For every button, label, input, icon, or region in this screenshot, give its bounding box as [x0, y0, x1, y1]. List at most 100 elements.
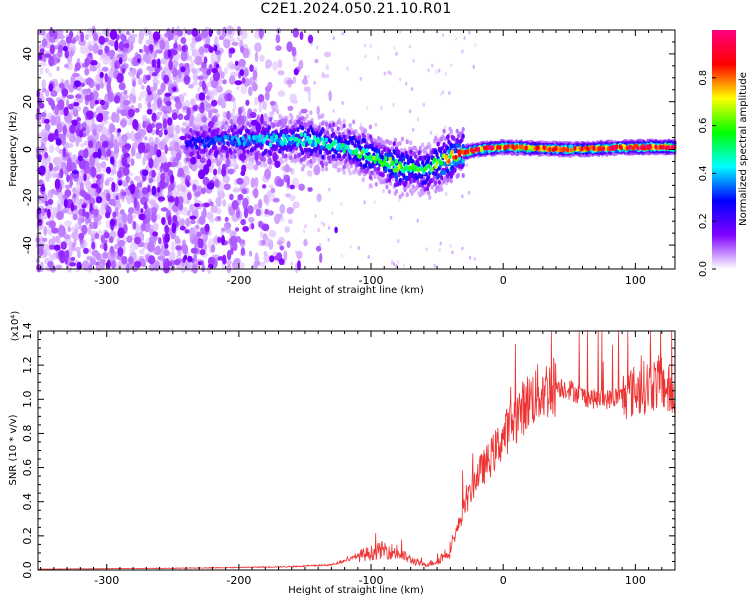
spectrogram-cell: [128, 256, 134, 264]
spectrogram-cell: [227, 29, 232, 35]
spectrogram-cell: [320, 114, 324, 119]
spectrogram-cell: [387, 177, 391, 183]
spectrogram-cell: [396, 153, 400, 159]
spectrogram-cell: [335, 145, 339, 151]
spectrogram-cell: [448, 91, 451, 95]
spectrogram-cell: [206, 69, 211, 76]
spectrogram-cell: [43, 225, 48, 236]
spectrogram-cell: [237, 194, 244, 201]
spectrogram-cell: [74, 62, 81, 71]
spectrogram-cell: [260, 113, 264, 125]
spectrogram-cell: [47, 261, 54, 268]
spectrogram-cell: [261, 223, 270, 232]
spectrogram-cell: [100, 161, 107, 169]
spectrogram-cell: [417, 172, 421, 178]
spectrogram-cell: [241, 77, 246, 84]
spectrogram-cell: [102, 251, 109, 259]
spectrogram-cell: [40, 142, 45, 153]
spectrogram-cell: [298, 183, 305, 191]
spectrogram-cell: [226, 249, 232, 261]
spectrogram-cell: [198, 261, 202, 266]
spectrogram-cell: [380, 150, 384, 155]
spectrogram-cell: [206, 182, 215, 190]
spectrogram-cell: [80, 82, 86, 88]
spectrogram-cell: [352, 169, 356, 175]
spectrogram-cell: [253, 203, 259, 211]
spectrogram-cell: [201, 29, 209, 39]
spectrogram-cell: [216, 160, 222, 167]
spectrogram-cell: [394, 189, 399, 194]
spectrogram-cell: [377, 148, 381, 154]
spectrogram-cell: [142, 169, 149, 176]
spectrogram-cell: [266, 190, 272, 198]
spectrogram-cell: [317, 228, 320, 232]
spectrogram-cell: [389, 153, 393, 159]
spectrogram-cell: [272, 152, 278, 162]
spectrogram-cell: [139, 48, 143, 53]
spectrogram-cell: [188, 84, 194, 89]
spectrogram-cell: [41, 207, 45, 217]
spectrogram-cell: [146, 124, 153, 134]
spectrogram-cell: [137, 58, 141, 63]
spectrogram-cell: [71, 170, 79, 175]
spectrogram-cell: [99, 81, 104, 89]
spectrogram-cell: [201, 132, 205, 138]
spectrogram-cell: [334, 122, 338, 128]
spectrogram-cell: [319, 252, 323, 264]
spectrogram-cell: [330, 127, 334, 133]
spectrogram-cell: [232, 141, 236, 147]
spectrogram-cell: [380, 106, 383, 111]
spectrogram-cell: [380, 172, 384, 178]
spectrogram-cell: [48, 162, 54, 172]
spectrogram-cell: [87, 52, 93, 58]
spectrogram-cell: [72, 72, 80, 78]
spectrogram-cell: [80, 143, 85, 148]
spectrogram-cell: [187, 255, 193, 263]
spectrogram-cell: [242, 141, 246, 147]
spectrogram-cell: [216, 28, 222, 36]
spectrogram-cell: [71, 119, 78, 127]
spectrogram-cell: [312, 152, 317, 157]
spectrogram-cell: [143, 221, 151, 233]
spectrogram-cell: [51, 99, 55, 111]
spectrogram-cell: [133, 175, 141, 182]
spectrogram-cell: [284, 127, 288, 133]
spectrogram-cell: [205, 152, 209, 158]
spectrogram-cell: [328, 187, 331, 192]
spectrogram-cell: [94, 232, 100, 239]
spectrogram-cell: [93, 32, 99, 41]
spectrogram-cell: [472, 64, 475, 69]
spectrogram-cell: [251, 223, 255, 230]
spectrogram-cell: [276, 109, 280, 114]
spectrogram-cell: [183, 26, 187, 37]
spectrogram-cell: [41, 132, 49, 139]
spectrogram-cell: [268, 229, 277, 238]
spectrogram-cell: [163, 109, 168, 115]
spectrogram-cell: [373, 200, 376, 205]
spectrogram-cell: [438, 248, 441, 253]
spectrogram-cell: [398, 198, 401, 203]
spectrogram-cell: [68, 112, 72, 123]
spectrogram-cell: [215, 63, 220, 69]
spectrogram-cell: [258, 220, 263, 228]
spectrogram-cell: [175, 238, 181, 244]
spectrogram-cell: [359, 122, 363, 127]
spectrogram-cell: [94, 100, 99, 105]
spectrogram-cell: [221, 124, 225, 130]
spectrogram-cell: [177, 113, 184, 120]
spectrogram-cell: [455, 174, 459, 179]
spectrogram-cell: [252, 155, 256, 161]
spectrogram-cell: [120, 119, 127, 127]
spectrogram-cell: [211, 108, 219, 114]
spectrogram-cell: [37, 247, 44, 256]
spectrogram-cell: [56, 66, 60, 72]
spectrogram-cell: [191, 81, 199, 86]
spectrogram-cell: [299, 31, 304, 40]
spectrogram-cell: [226, 140, 230, 146]
spectrogram-cell: [264, 85, 272, 93]
spectrogram-cell: [64, 189, 72, 197]
spectrogram-cell: [84, 57, 90, 67]
spectrogram-cell: [189, 215, 197, 220]
spectrogram-cell: [254, 51, 259, 63]
spectrogram-cell: [164, 40, 170, 48]
